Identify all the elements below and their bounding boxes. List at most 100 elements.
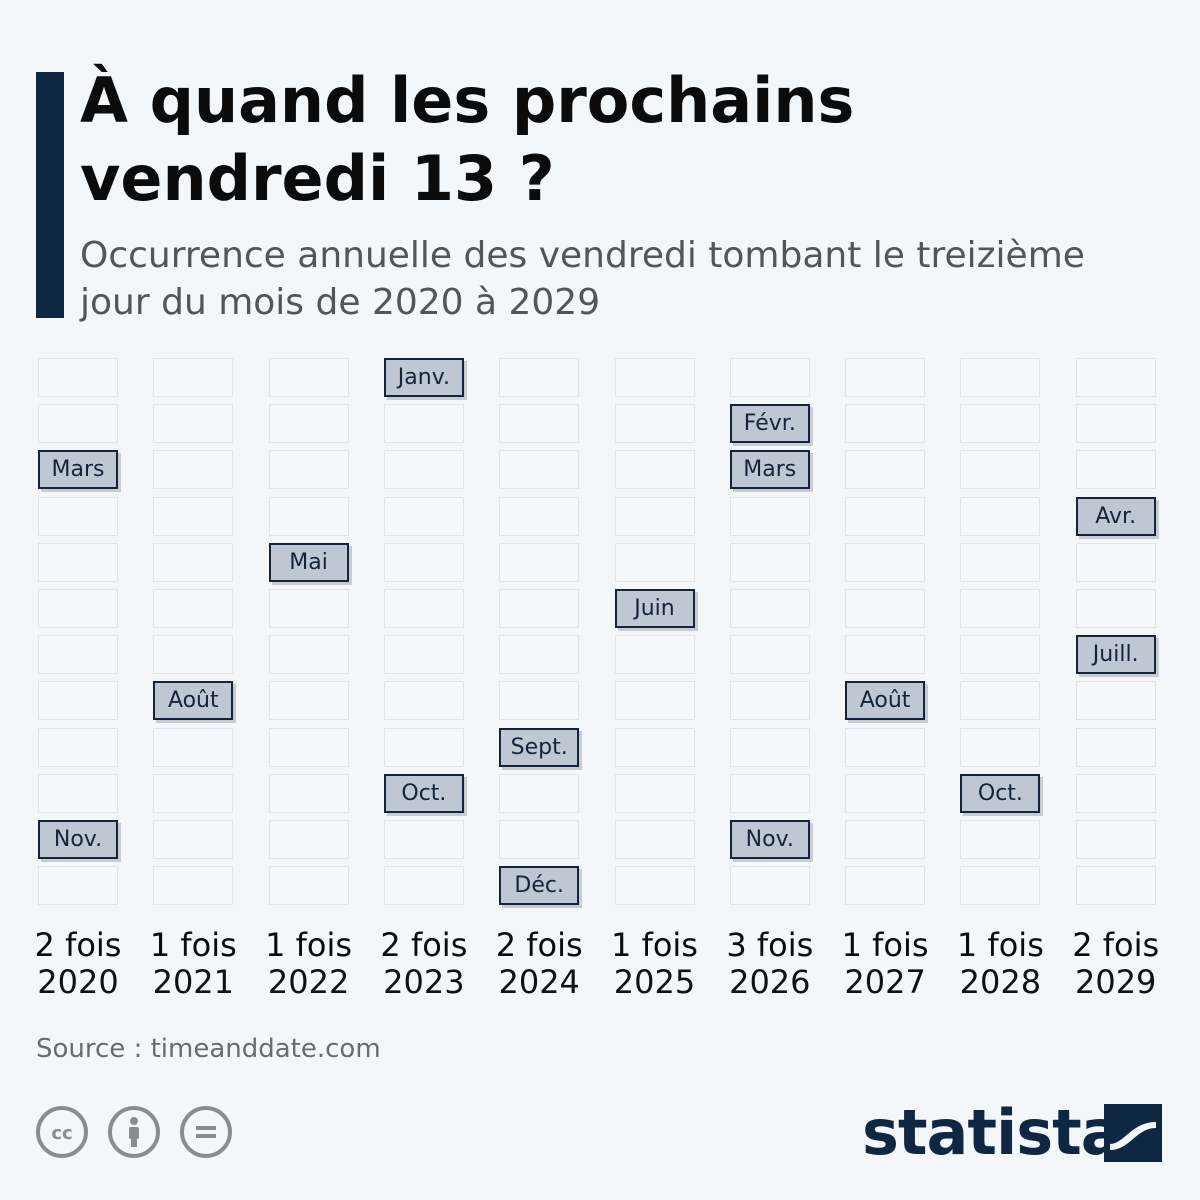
empty-month-cell <box>153 404 234 444</box>
empty-month-cell <box>1075 542 1156 582</box>
empty-month-cell <box>383 681 464 721</box>
empty-month-cell <box>614 635 695 675</box>
empty-month-cell <box>960 681 1041 721</box>
empty-month-cell <box>499 404 580 444</box>
empty-month-cell <box>268 866 349 906</box>
page-subtitle: Occurrence annuelle des vendredi tombant… <box>80 235 1085 323</box>
occurrence-cell-2026-11: Nov. <box>729 820 810 859</box>
empty-month-cell <box>729 496 810 536</box>
empty-month-cell <box>1075 589 1156 628</box>
empty-month-cell <box>268 820 349 859</box>
empty-month-cell <box>845 589 926 628</box>
empty-month-cell <box>383 404 464 444</box>
empty-month-cell <box>38 635 118 675</box>
empty-month-cell <box>960 450 1041 490</box>
statista-logo[interactable]: statista <box>862 1098 1162 1168</box>
empty-month-cell <box>1075 681 1156 721</box>
attribution-icon[interactable] <box>108 1106 160 1158</box>
empty-month-cell <box>1075 773 1156 813</box>
empty-month-cell <box>960 866 1041 906</box>
year-count-label: 2 fois <box>495 926 583 964</box>
empty-month-cell <box>38 727 118 767</box>
empty-month-cell <box>499 820 580 859</box>
empty-month-cell <box>845 542 926 582</box>
year-count-label: 1 fois <box>956 926 1044 964</box>
empty-month-cell <box>1075 820 1156 859</box>
year-count-label: 3 fois <box>726 926 814 964</box>
year-count-label: 2 fois <box>380 926 468 964</box>
title-accent-bar <box>36 72 64 318</box>
empty-month-cell <box>614 358 695 397</box>
empty-month-cell <box>38 589 118 628</box>
occurrence-cell-2022-5: Mai <box>268 542 349 582</box>
empty-month-cell <box>729 727 810 767</box>
empty-month-cell <box>383 820 464 859</box>
empty-month-cell <box>268 358 349 397</box>
empty-month-cell <box>268 773 349 813</box>
empty-month-cell <box>614 820 695 859</box>
year-label: 2023 <box>383 963 465 1001</box>
occurrence-cell-2024-12: Déc. <box>499 866 580 906</box>
empty-month-cell <box>499 496 580 536</box>
empty-month-cell <box>383 450 464 490</box>
year-count-label: 1 fois <box>265 926 353 964</box>
empty-month-cell <box>153 450 234 490</box>
empty-month-cell <box>1075 866 1156 906</box>
occurrence-cell-2029-4: Avr. <box>1075 496 1156 536</box>
empty-month-cell <box>845 773 926 813</box>
occurrence-cell-2021-8: Août <box>153 681 234 721</box>
empty-month-cell <box>38 866 118 906</box>
empty-month-cell <box>960 542 1041 582</box>
empty-month-cell <box>38 496 118 536</box>
empty-month-cell <box>38 404 118 444</box>
empty-month-cell <box>729 681 810 721</box>
empty-month-cell <box>1075 450 1156 490</box>
empty-month-cell <box>383 635 464 675</box>
year-label: 2028 <box>959 963 1042 1001</box>
empty-month-cell <box>268 450 349 490</box>
empty-month-cell <box>383 727 464 767</box>
empty-month-cell <box>1075 727 1156 767</box>
year-label: 2027 <box>844 963 926 1001</box>
year-count-label: 1 fois <box>841 926 929 964</box>
empty-month-cell <box>845 404 926 444</box>
year-label: 2025 <box>613 963 696 1001</box>
empty-month-cell <box>153 496 234 536</box>
statista-mark-icon <box>1104 1104 1162 1162</box>
empty-month-cell <box>614 866 695 906</box>
empty-month-cell <box>960 496 1041 536</box>
empty-month-cell <box>729 635 810 675</box>
svg-text:cc: cc <box>51 1123 72 1144</box>
empty-month-cell <box>153 773 234 813</box>
empty-month-cell <box>614 727 695 767</box>
empty-month-cell <box>268 496 349 536</box>
empty-month-cell <box>268 635 349 675</box>
empty-month-cell <box>614 681 695 721</box>
empty-month-cell <box>153 358 234 397</box>
empty-month-cell <box>614 496 695 536</box>
empty-month-cell <box>614 404 695 444</box>
empty-month-cell <box>729 542 810 582</box>
empty-month-cell <box>614 773 695 813</box>
empty-month-cell <box>268 404 349 444</box>
empty-month-cell <box>268 681 349 721</box>
creative-commons-icon[interactable]: cc <box>36 1106 88 1158</box>
empty-month-cell <box>960 358 1041 397</box>
empty-month-cell <box>383 496 464 536</box>
page-title: À quand les prochains vendredi 13 ? <box>80 64 855 215</box>
empty-month-cell <box>38 358 118 397</box>
occurrence-cell-2023-10: Oct. <box>383 773 464 813</box>
year-count-label: 2 fois <box>1072 926 1160 964</box>
year-label: 2024 <box>498 963 580 1001</box>
empty-month-cell <box>960 820 1041 859</box>
empty-month-cell <box>960 635 1041 675</box>
occurrence-cell-2025-6: Juin <box>614 589 695 628</box>
no-derivatives-icon[interactable] <box>180 1106 232 1158</box>
year-label: 2022 <box>267 963 350 1001</box>
year-label: 2021 <box>152 963 235 1001</box>
empty-month-cell <box>268 727 349 767</box>
empty-month-cell <box>499 773 580 813</box>
occurrence-cell-2024-9: Sept. <box>499 727 580 767</box>
empty-month-cell <box>499 450 580 490</box>
empty-month-cell <box>153 820 234 859</box>
